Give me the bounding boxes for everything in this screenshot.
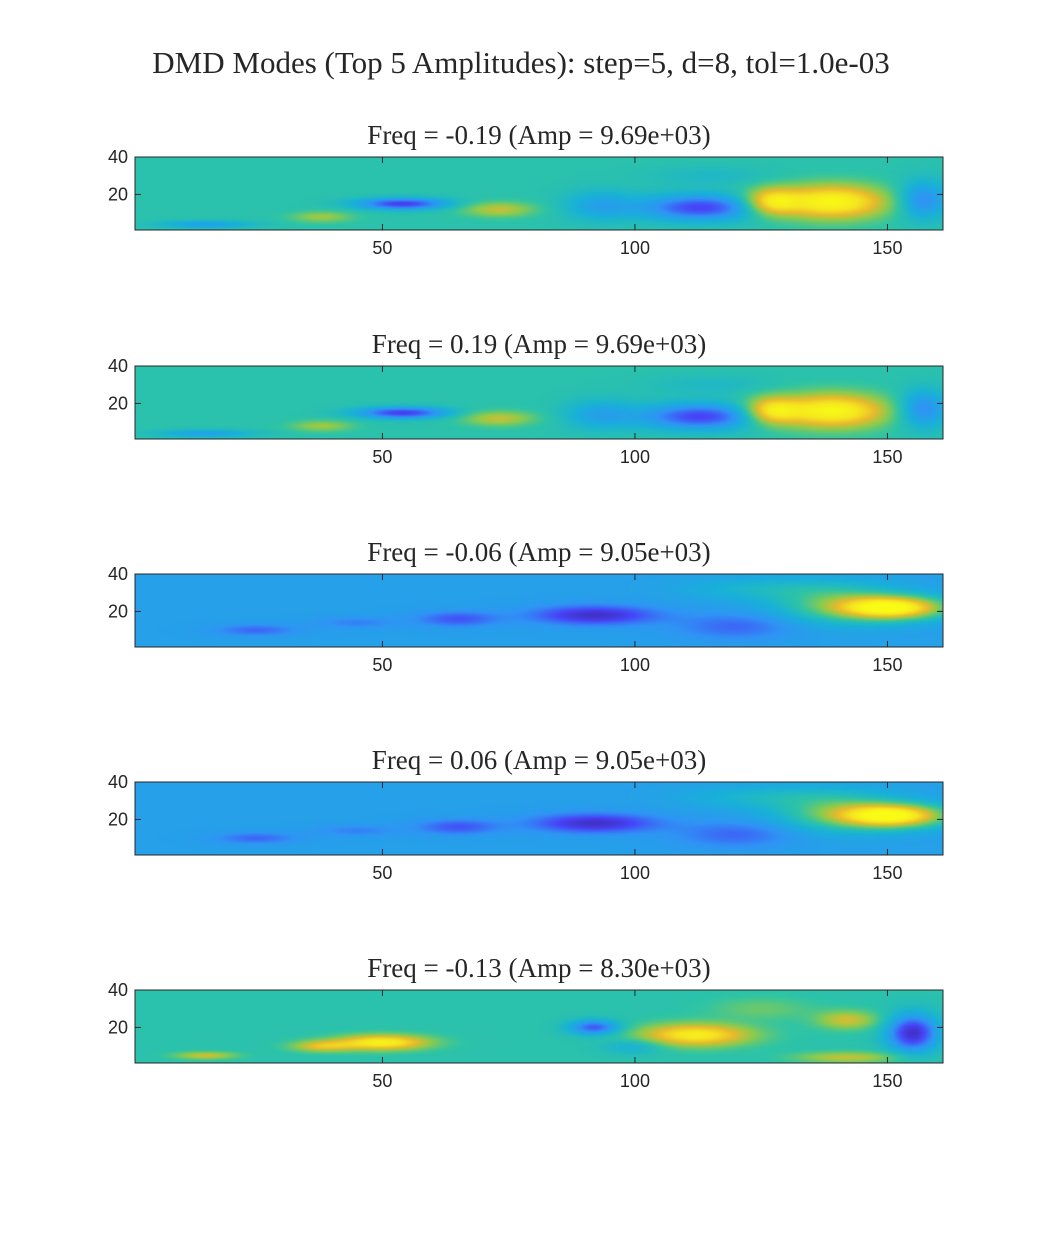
x-tick-label: 50 <box>372 863 392 883</box>
panel-title: Freq = 0.19 (Amp = 9.69e+03) <box>372 329 706 359</box>
axes-box <box>134 989 944 1064</box>
x-tick-label: 50 <box>372 238 392 258</box>
panel-title: Freq = -0.13 (Amp = 8.30e+03) <box>367 953 710 983</box>
x-tick-label: 50 <box>372 447 392 467</box>
y-tick-label: 40 <box>108 980 128 1000</box>
x-tick-label: 150 <box>872 655 902 675</box>
mode-panel-3: Freq = -0.06 (Amp = 9.05e+03) 50 100 150 20 4… <box>108 537 944 675</box>
mode-panel-5: Freq = -0.13 (Amp = 8.30e+03) 50 100 150 20 4… <box>108 953 944 1091</box>
axes-box <box>134 365 944 440</box>
y-tick-label: 20 <box>108 1017 128 1037</box>
panel-title: Freq = -0.06 (Amp = 9.05e+03) <box>367 537 710 567</box>
mode-panel-1: Freq = -0.19 (Amp = 9.69e+03) 50 100 150 20 4… <box>108 120 944 258</box>
x-tick-label: 150 <box>872 238 902 258</box>
mode-heatmap <box>135 782 943 855</box>
x-tick-label: 50 <box>372 655 392 675</box>
x-tick-label: 150 <box>872 863 902 883</box>
axes-box <box>134 573 944 648</box>
figure-title: DMD Modes (Top 5 Amplitudes): step=5, d=… <box>152 45 889 80</box>
x-tick-label: 100 <box>620 655 650 675</box>
panels: Freq = -0.19 (Amp = 9.69e+03) 50 100 150 20 4… <box>108 120 944 1091</box>
x-tick-label: 100 <box>620 447 650 467</box>
mode-heatmap <box>135 157 943 230</box>
mode-panel-4: Freq = 0.06 (Amp = 9.05e+03) 50 100 150 20 40 <box>108 745 944 883</box>
mode-heatmap <box>135 574 943 647</box>
panel-title: Freq = 0.06 (Amp = 9.05e+03) <box>372 745 706 775</box>
mode-panel-2: Freq = 0.19 (Amp = 9.69e+03) 50 100 150 20 40 <box>108 329 944 467</box>
mode-heatmap <box>135 366 943 439</box>
x-tick-label: 100 <box>620 863 650 883</box>
y-tick-label: 40 <box>108 772 128 792</box>
x-tick-label: 150 <box>872 1071 902 1091</box>
axes-box <box>134 156 944 231</box>
x-tick-label: 100 <box>620 238 650 258</box>
y-tick-label: 40 <box>108 564 128 584</box>
y-tick-label: 40 <box>108 356 128 376</box>
y-tick-label: 20 <box>108 601 128 621</box>
y-tick-label: 20 <box>108 809 128 829</box>
y-tick-label: 40 <box>108 147 128 167</box>
panel-title: Freq = -0.19 (Amp = 9.69e+03) <box>367 120 710 150</box>
x-tick-label: 100 <box>620 1071 650 1091</box>
x-tick-label: 150 <box>872 447 902 467</box>
y-tick-label: 20 <box>108 393 128 413</box>
mode-heatmap <box>135 990 943 1063</box>
x-tick-label: 50 <box>372 1071 392 1091</box>
axes-box <box>134 781 944 856</box>
y-tick-label: 20 <box>108 184 128 204</box>
